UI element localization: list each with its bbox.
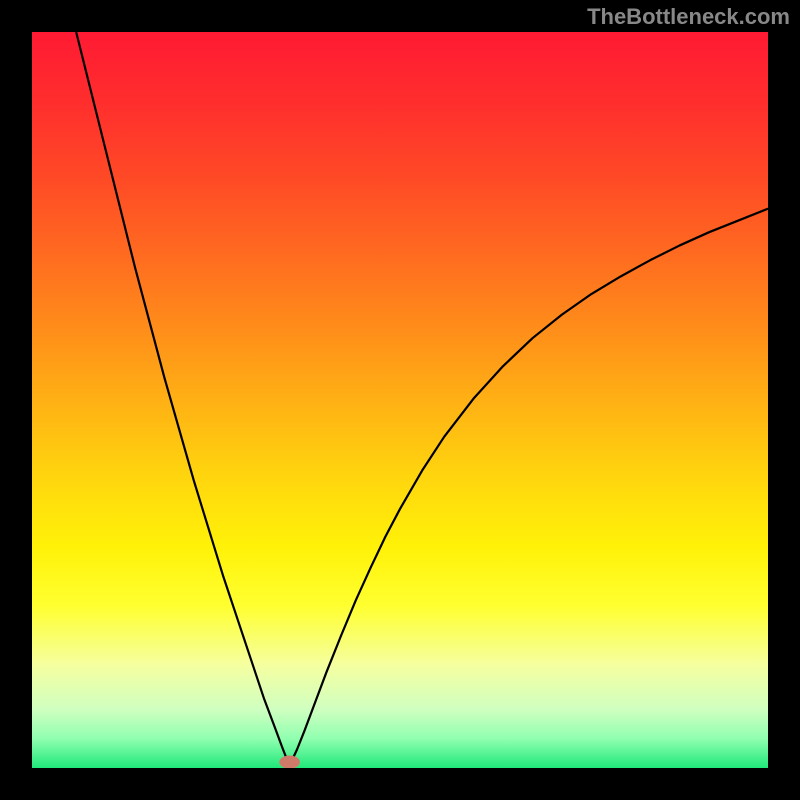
chart-container: TheBottleneck.com	[0, 0, 800, 800]
gradient-background	[32, 32, 768, 768]
chart-svg	[32, 32, 768, 768]
watermark-text: TheBottleneck.com	[587, 4, 790, 30]
plot-area	[32, 32, 768, 768]
